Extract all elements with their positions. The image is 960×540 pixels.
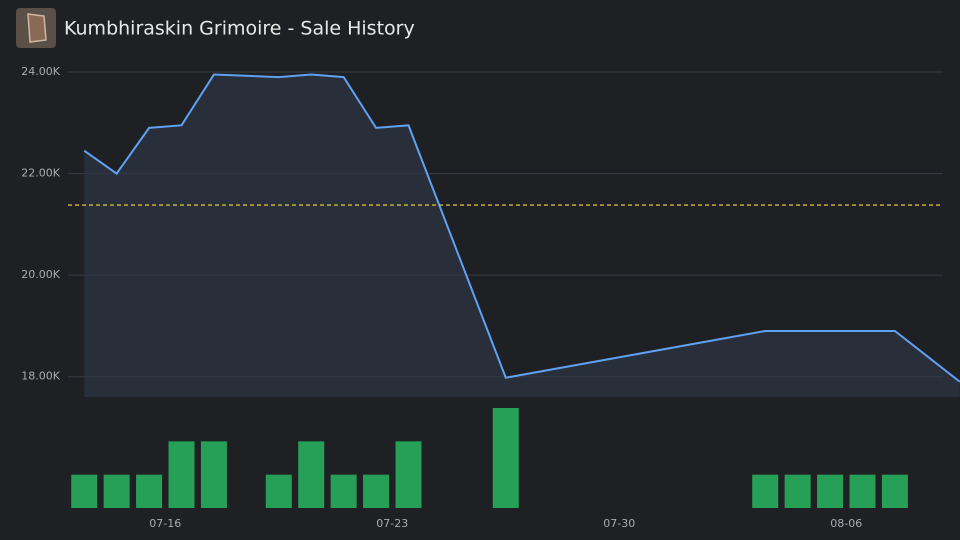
volume-bar [492,408,519,508]
x-tick-label: 08-06 [830,517,862,530]
chart-title: Kumbhiraskin Grimoire - Sale History [64,18,415,40]
volume-bar [881,474,908,508]
volume-bar [298,441,325,508]
x-tick-label: 07-30 [603,517,635,530]
y-tick-label: 20.00K [21,268,60,281]
volume-bar [71,474,98,508]
volume-bar [849,474,876,508]
price-line [83,73,960,383]
volume-bar [330,474,357,508]
volume-bar [784,474,811,508]
x-tick-label: 07-23 [376,517,408,530]
y-tick-label: 24.00K [21,65,60,78]
volume-bar [168,441,195,508]
volume-bar [136,474,163,508]
price-area [84,74,960,397]
volume-bar [200,441,227,508]
volume-bar [395,441,422,508]
volume-bar [363,474,390,508]
x-tick-label: 07-16 [149,517,181,530]
volume-bar [103,474,130,508]
y-tick-label: 18.00K [21,370,60,383]
item-icon-art [27,13,47,43]
y-tick-label: 22.00K [21,167,60,180]
volume-bar [265,474,292,508]
volume-bar [752,474,779,508]
volume-bar [817,474,844,508]
